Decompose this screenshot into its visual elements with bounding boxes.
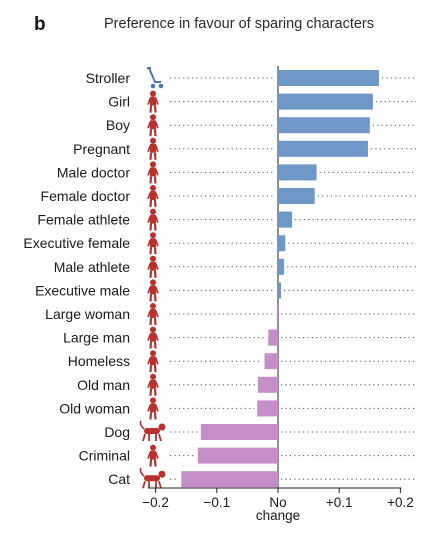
bar-executive-female xyxy=(278,235,286,252)
x-tick-label: +0.1 xyxy=(326,495,353,510)
stroller-icon xyxy=(147,67,164,89)
category-label: Dog xyxy=(104,424,130,440)
large-woman-icon xyxy=(147,303,159,326)
category-label: Stroller xyxy=(86,70,131,86)
panel-letter: b xyxy=(34,14,46,35)
category-label: Male doctor xyxy=(57,164,130,180)
category-label: Large man xyxy=(63,330,130,346)
boy-icon xyxy=(147,114,159,137)
x-tick-label: +0.2 xyxy=(387,495,414,510)
category-label: Male athlete xyxy=(54,259,130,275)
male-doctor-icon xyxy=(147,161,159,184)
bar-pregnant xyxy=(278,140,368,157)
executive-male-icon xyxy=(147,279,159,302)
cat-icon xyxy=(139,467,166,489)
category-label: Girl xyxy=(108,94,130,110)
bar-executive-male xyxy=(278,282,282,299)
category-label: Executive male xyxy=(35,282,130,298)
bar-old-woman xyxy=(257,400,278,417)
male-athlete-icon xyxy=(147,255,159,278)
old-woman-icon xyxy=(147,397,159,420)
bar-male-athlete xyxy=(278,258,285,275)
x-tick-label: No change xyxy=(256,495,300,523)
female-athlete-icon xyxy=(147,208,159,231)
female-doctor-icon xyxy=(147,185,159,208)
x-tick-label: −0.2 xyxy=(142,495,169,510)
category-label: Homeless xyxy=(68,353,130,369)
bar-girl xyxy=(278,93,373,110)
bar-male-doctor xyxy=(278,164,317,181)
dog-icon xyxy=(139,420,166,442)
bar-large-woman xyxy=(276,306,278,322)
pregnant-icon xyxy=(147,137,159,160)
bar-boy xyxy=(278,117,370,134)
category-label: Female doctor xyxy=(41,188,131,204)
bar-female-athlete xyxy=(278,211,293,228)
category-label: Boy xyxy=(106,117,130,133)
category-label: Old woman xyxy=(59,400,130,416)
bar-large-man xyxy=(268,329,278,346)
old-man-icon xyxy=(147,373,159,396)
executive-female-icon xyxy=(147,232,159,255)
bar-female-doctor xyxy=(278,188,315,204)
criminal-icon xyxy=(147,444,159,467)
category-label: Cat xyxy=(108,471,130,487)
girl-icon xyxy=(147,90,159,113)
category-label: Large woman xyxy=(45,306,130,322)
category-label: Pregnant xyxy=(73,141,130,157)
bar-old-man xyxy=(257,376,278,393)
bar-dog xyxy=(200,424,278,440)
large-man-icon xyxy=(147,326,159,349)
category-label: Female athlete xyxy=(37,212,130,228)
category-label: Criminal xyxy=(79,448,130,464)
homeless-icon xyxy=(147,350,159,373)
category-label: Executive female xyxy=(23,235,130,251)
x-tick-label: −0.1 xyxy=(203,495,230,510)
bar-cat xyxy=(181,471,278,488)
bar-criminal xyxy=(197,447,278,464)
bar-homeless xyxy=(264,353,278,370)
category-label: Old man xyxy=(77,377,130,393)
chart-title: Preference in favour of sparing characte… xyxy=(104,16,374,32)
bar-stroller xyxy=(278,70,379,86)
